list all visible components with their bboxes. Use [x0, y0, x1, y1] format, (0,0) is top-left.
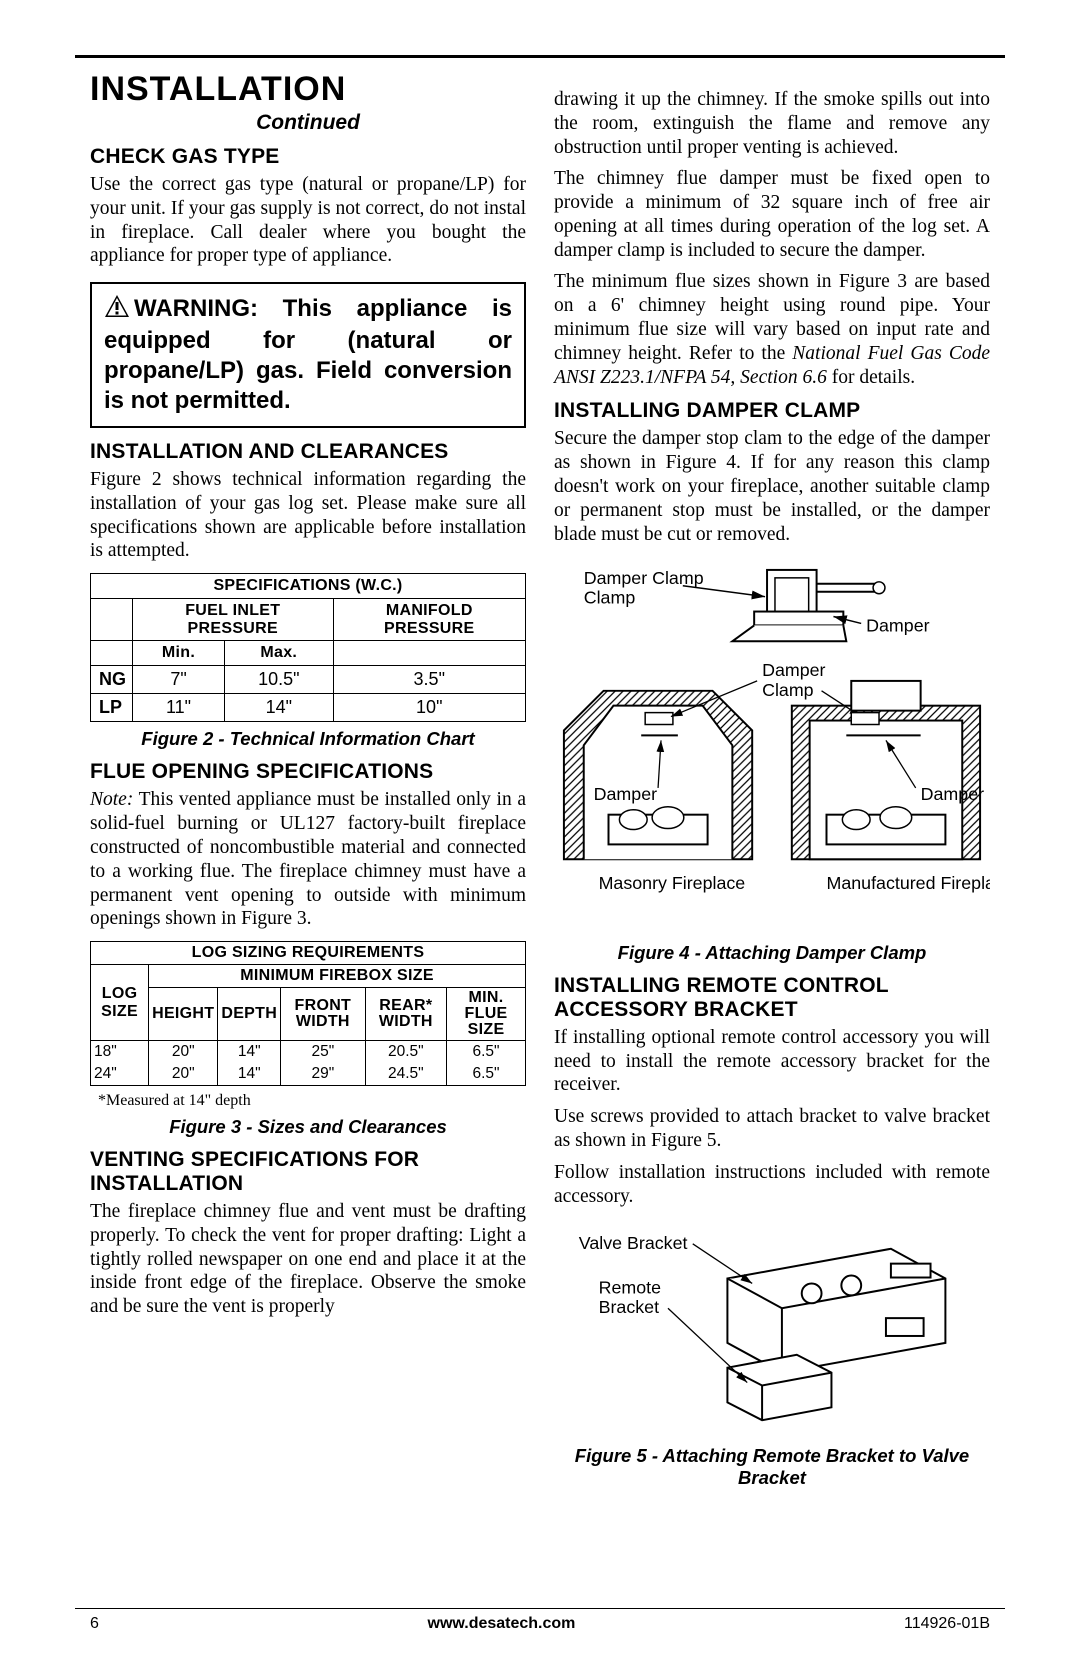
svg-text:Clamp: Clamp [584, 588, 636, 608]
svg-text:Remote: Remote [599, 1278, 662, 1298]
note-label: Note: [90, 789, 133, 810]
continued-label: Continued [90, 111, 526, 135]
fig2-caption: Figure 2 - Technical Information Chart [90, 728, 526, 750]
damper-heading: INSTALLING DAMPER CLAMP [554, 399, 990, 423]
page-number: 6 [90, 1615, 99, 1633]
svg-text:Masonry Fireplace: Masonry Fireplace [599, 873, 746, 893]
check-gas-body: Use the correct gas type (natural or pro… [90, 173, 526, 268]
remote-p2: Use screws provided to attach bracket to… [554, 1105, 990, 1153]
spec-table: SPECIFICATIONS (W.C.) FUEL INLET PRESSUR… [90, 573, 526, 722]
max-label: Max. [225, 641, 333, 666]
fig5-diagram: Valve Bracket Remote Bracket [554, 1224, 990, 1432]
flue-body: Note: This vented appliance must be inst… [90, 788, 526, 931]
warning-icon [104, 294, 130, 326]
doc-number: 114926-01B [904, 1615, 990, 1633]
footer-site: www.desatech.com [428, 1615, 576, 1633]
venting-body: The fireplace chimney flue and vent must… [90, 1200, 526, 1319]
sizing-title: LOG SIZING REQUIREMENTS [91, 942, 526, 965]
gas-ng: NG [91, 666, 133, 694]
table-row: 18" 20" 14" 25" 20.5" 6.5" [91, 1041, 526, 1064]
manifold-label: MANIFOLD PRESSURE [384, 602, 474, 637]
right-p2: The chimney flue damper must be fixed op… [554, 167, 990, 262]
min-label: Min. [133, 641, 225, 666]
table-row: LP 11" 14" 10" [91, 694, 526, 722]
gas-lp: LP [91, 694, 133, 722]
svg-text:Bracket: Bracket [599, 1298, 659, 1318]
label-damper-clamp-top: Damper Clamp [584, 568, 704, 588]
sizing-table: LOG SIZING REQUIREMENTS LOG SIZE MINIMUM… [90, 941, 526, 1086]
svg-text:Damper: Damper [762, 660, 825, 680]
flue-heading: FLUE OPENING SPECIFICATIONS [90, 760, 526, 784]
table-row: NG 7" 10.5" 3.5" [91, 666, 526, 694]
damper-body: Secure the damper stop clam to the edge … [554, 427, 990, 546]
remote-heading: INSTALLING REMOTE CONTROL ACCESSORY BRAC… [554, 974, 990, 1022]
page-footer: 6 www.desatech.com 114926-01B [90, 1615, 990, 1633]
left-column: INSTALLATION Continued CHECK GAS TYPE Us… [90, 70, 526, 1550]
two-column-layout: INSTALLATION Continued CHECK GAS TYPE Us… [90, 70, 990, 1550]
spec-title: SPECIFICATIONS (W.C.) [91, 574, 526, 599]
label-damper-top: Damper [866, 616, 929, 636]
fig5-caption: Figure 5 - Attaching Remote Bracket to V… [554, 1445, 990, 1489]
svg-text:Clamp: Clamp [762, 680, 814, 700]
fig4-caption: Figure 4 - Attaching Damper Clamp [554, 942, 990, 964]
fig4-diagram: Damper Clamp Clamp Damper Damper Masonry… [554, 562, 990, 929]
install-clear-body: Figure 2 shows technical information reg… [90, 468, 526, 563]
label-valve-bracket: Valve Bracket [579, 1233, 688, 1253]
venting-heading: VENTING SPECIFICATIONS FOR INSTALLATION [90, 1148, 526, 1196]
fig3-caption: Figure 3 - Sizes and Clearances [90, 1116, 526, 1138]
page-title: INSTALLATION [90, 70, 526, 109]
right-p3: The minimum flue sizes shown in Figure 3… [554, 270, 990, 389]
svg-text:Manufactured Fireplace: Manufactured Fireplace [826, 873, 990, 893]
remote-p1: If installing optional remote control ac… [554, 1026, 990, 1097]
install-clear-heading: INSTALLATION AND CLEARANCES [90, 440, 526, 464]
table-row: 24" 20" 14" 29" 24.5" 6.5" [91, 1063, 526, 1086]
label-damper-right: Damper [921, 784, 984, 804]
remote-p3: Follow installation instructions include… [554, 1161, 990, 1209]
right-p1: drawing it up the chimney. If the smoke … [554, 88, 990, 159]
warning-text: WARNING: This appliance is equipped for … [104, 295, 512, 414]
fuel-label: FUEL INLET PRESSURE [185, 602, 280, 637]
right-column: drawing it up the chimney. If the smoke … [554, 70, 990, 1550]
warning-box: WARNING: This appliance is equipped for … [90, 282, 526, 428]
sizing-footnote: *Measured at 14" depth [98, 1092, 526, 1110]
check-gas-heading: CHECK GAS TYPE [90, 145, 526, 169]
label-damper-left: Damper [594, 784, 657, 804]
